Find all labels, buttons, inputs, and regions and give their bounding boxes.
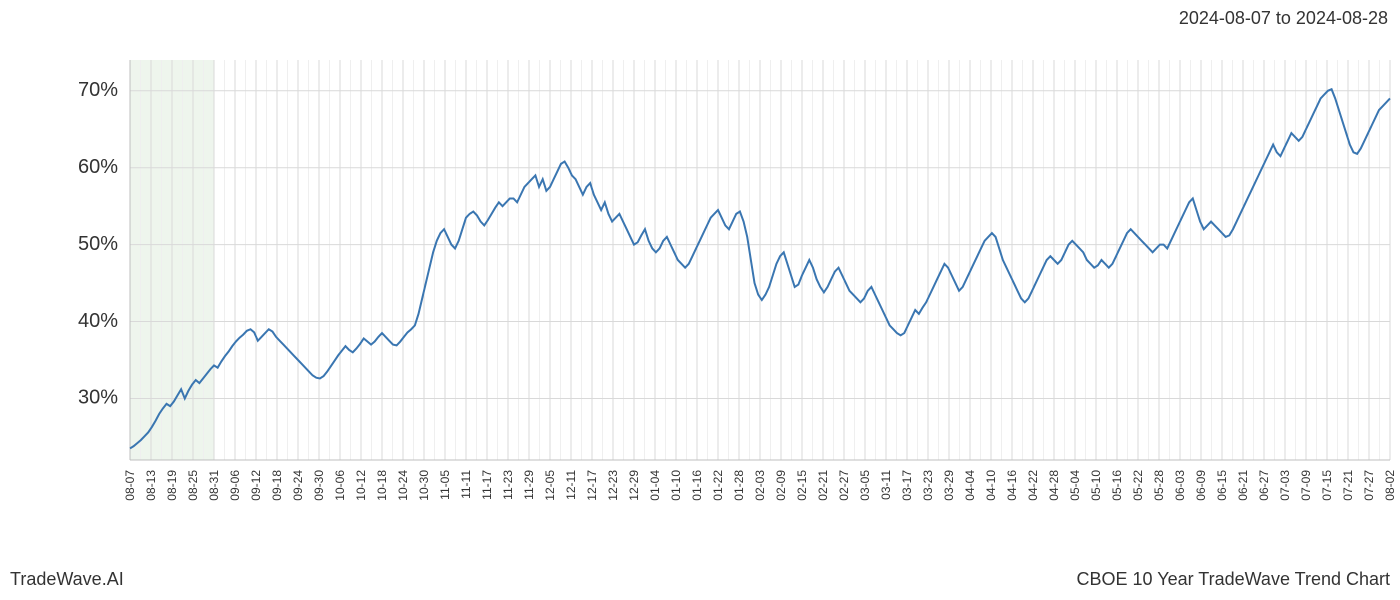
x-tick-label: 10-12 [354,470,368,501]
y-tick-label: 60% [78,156,118,178]
x-tick-label: 05-28 [1152,470,1166,501]
x-tick-label: 04-16 [1005,470,1019,501]
x-tick-label: 05-10 [1089,470,1103,501]
x-tick-label: 12-11 [564,470,578,500]
x-tick-label: 10-06 [333,470,347,501]
x-tick-label: 11-29 [522,470,536,500]
trend-chart: 30% 40% 50% 60% 70% 08-07 08-13 08-19 08-25 08-31… [0,40,1400,560]
x-tick-label: 04-22 [1026,470,1040,501]
x-tick-label: 08-02 [1383,470,1397,501]
x-tick-label: 06-15 [1215,470,1229,501]
x-tick-label: 02-15 [795,470,809,501]
chart-svg: 30% 40% 50% 60% 70% 08-07 08-13 08-19 08-25 08-31… [0,40,1400,560]
x-tick-label: 09-12 [249,470,263,501]
x-tick-label: 02-09 [774,470,788,501]
x-tick-label: 01-16 [690,470,704,501]
x-tick-label: 12-17 [585,470,599,501]
x-tick-label: 03-17 [900,470,914,501]
x-tick-label: 07-03 [1278,470,1292,501]
x-tick-label: 01-28 [732,470,746,501]
x-tick-label: 04-28 [1047,470,1061,501]
x-tick-label: 09-06 [228,470,242,501]
y-tick-label: 30% [78,387,118,409]
x-tick-label: 02-03 [753,470,767,501]
x-tick-label: 04-10 [984,470,998,501]
x-tick-label: 10-24 [396,470,410,501]
x-tick-label: 11-11 [459,470,473,499]
x-tick-label: 12-23 [606,470,620,501]
x-tick-label: 08-31 [207,470,221,501]
x-tick-label: 05-04 [1068,470,1082,501]
x-tick-label: 03-11 [879,470,893,500]
x-tick-label: 04-04 [963,470,977,501]
x-tick-label: 12-29 [627,470,641,501]
x-tick-label: 06-03 [1173,470,1187,501]
x-tick-label: 06-09 [1194,470,1208,501]
x-tick-label: 08-13 [144,470,158,501]
x-tick-label: 10-30 [417,470,431,501]
chart-title: CBOE 10 Year TradeWave Trend Chart [1077,569,1391,590]
x-tick-label: 03-23 [921,470,935,501]
x-tick-label: 08-07 [123,470,137,501]
x-tick-label: 11-05 [438,470,452,500]
footer-brand: TradeWave.AI [10,569,124,590]
x-tick-label: 09-24 [291,470,305,501]
x-tick-label: 05-22 [1131,470,1145,501]
x-tick-label: 10-18 [375,470,389,501]
x-tick-label: 02-27 [837,470,851,501]
y-tick-label: 50% [78,233,118,255]
x-tick-label: 11-17 [480,470,494,500]
x-tick-label: 01-22 [711,470,725,501]
x-tick-label: 11-23 [501,470,515,500]
x-tick-label: 02-21 [816,470,830,501]
x-tick-label: 07-15 [1320,470,1334,501]
x-tick-label: 07-27 [1362,470,1376,501]
x-tick-label: 08-19 [165,470,179,501]
y-tick-label: 40% [78,310,118,332]
y-tick-label: 70% [78,79,118,101]
date-range-label: 2024-08-07 to 2024-08-28 [1179,8,1388,29]
x-tick-label: 07-09 [1299,470,1313,501]
x-tick-label: 05-16 [1110,470,1124,501]
x-tick-label: 09-30 [312,470,326,501]
x-tick-label: 08-25 [186,470,200,501]
x-tick-label: 03-05 [858,470,872,501]
x-tick-label: 03-29 [942,470,956,501]
x-tick-label: 01-04 [648,470,662,501]
x-tick-label: 01-10 [669,470,683,501]
x-tick-label: 07-21 [1341,470,1355,501]
x-tick-label: 12-05 [543,470,557,501]
x-tick-label: 06-27 [1257,470,1271,501]
x-tick-label: 09-18 [270,470,284,501]
x-tick-label: 06-21 [1236,470,1250,501]
